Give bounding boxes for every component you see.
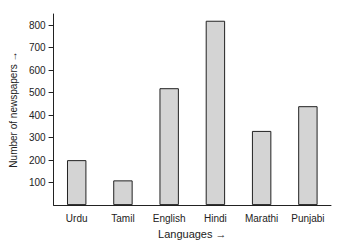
- svg-text:500: 500: [29, 87, 46, 98]
- svg-text:300: 300: [29, 132, 46, 143]
- svg-text:Urdu: Urdu: [66, 213, 88, 224]
- svg-text:Languages →: Languages →: [158, 228, 227, 240]
- svg-text:Marathi: Marathi: [245, 213, 278, 224]
- svg-text:200: 200: [29, 155, 46, 166]
- svg-text:700: 700: [29, 42, 46, 53]
- svg-text:100: 100: [29, 177, 46, 188]
- svg-text:Number of newspapers →: Number of newspapers →: [8, 51, 19, 167]
- svg-text:Tamil: Tamil: [111, 213, 134, 224]
- svg-text:Hindi: Hindi: [204, 213, 227, 224]
- svg-text:Punjabi: Punjabi: [291, 213, 324, 224]
- svg-text:English: English: [153, 213, 186, 224]
- svg-text:600: 600: [29, 65, 46, 76]
- svg-text:400: 400: [29, 110, 46, 121]
- svg-text:800: 800: [29, 20, 46, 31]
